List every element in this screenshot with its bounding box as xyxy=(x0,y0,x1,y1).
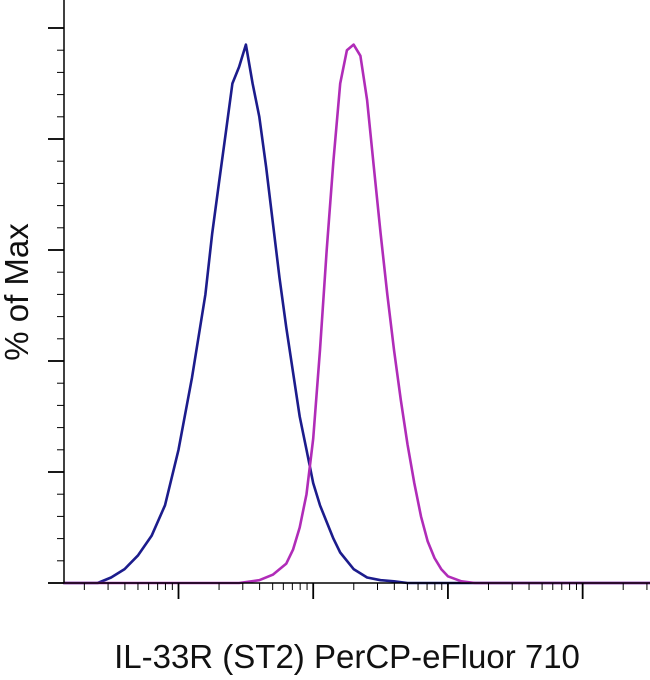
axes xyxy=(48,0,650,599)
histogram-curve-2 xyxy=(62,43,650,585)
plot-area xyxy=(62,43,650,585)
y-axis-title: % of Max xyxy=(0,223,35,361)
x-axis-title: IL-33R (ST2) PerCP-eFluor 710 xyxy=(114,638,580,675)
histogram-curve-1 xyxy=(62,43,650,585)
